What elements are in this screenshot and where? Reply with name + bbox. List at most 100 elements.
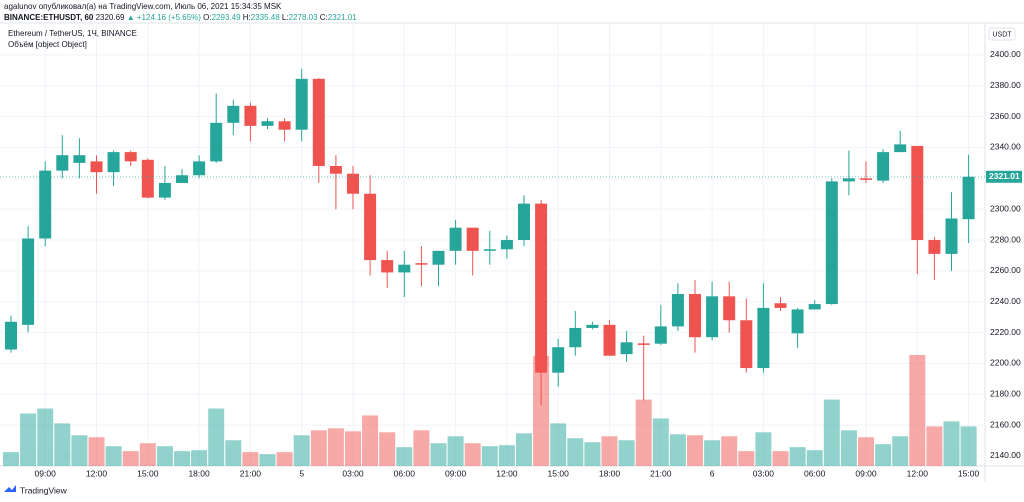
volume-bar [362,415,379,466]
volume-bar [840,430,857,466]
candle-body [825,181,838,305]
candle-body [90,161,103,173]
candle-body [740,320,753,369]
volume-bar [943,421,960,466]
candle-body [791,309,804,334]
candle-body [860,178,872,180]
candle-body [398,264,411,273]
y-tick-label: 2300.00 [990,203,1021,213]
candle-body [877,152,890,181]
candle-body [466,227,479,251]
volume-bar [191,450,208,466]
volume-title: Объём [object Object] [8,40,87,49]
brand: TradingView [20,485,68,495]
volume-bar [310,430,327,466]
candle-body [928,240,941,254]
volume-bar [379,432,396,466]
volume-bar [789,447,806,466]
candle-body [500,240,513,250]
y-tick-label: 2160.00 [990,419,1021,429]
y-tick-label: 2200.00 [990,358,1021,368]
candle-body [193,161,206,176]
y-tick-label: 2400.00 [990,49,1021,59]
candle-body [483,249,496,251]
candle-body [5,321,17,350]
quote-value: 2335.48 [251,13,280,22]
currency[interactable]: USDT [992,31,1012,38]
change: ▲ +124.16 (+5.65%) [127,13,202,22]
quote-label: L: [282,13,289,22]
volume-bar [550,423,567,466]
volume-bar [345,431,361,466]
candle-body [945,218,958,254]
candle-body [671,294,684,327]
candle-body [278,121,291,130]
x-tick-label: 15:00 [137,468,159,478]
candle-body [158,182,171,198]
volume-bar [806,450,823,466]
volume-bar [875,444,892,466]
candle-body [808,304,821,310]
x-tick-label: 09:00 [445,468,467,478]
y-tick-label: 2240.00 [990,296,1021,306]
candle-body [107,152,120,173]
volume-bar [960,426,977,466]
candle-body [723,296,736,321]
candle-body [261,121,274,126]
volume-bar [242,452,259,466]
publisher: agalunov опубликовал(а) на TradingView.c… [4,2,282,11]
candle-body [518,203,530,241]
volume-bar [37,408,54,466]
x-tick-label: 03:00 [342,468,364,478]
volume-bar [20,413,37,466]
candle-body [141,159,154,198]
volume-bar [635,399,652,466]
candle-body [654,326,667,344]
candle-body [552,347,565,373]
x-tick-label: 15:00 [958,468,980,478]
candle-body [295,78,308,130]
volume-layer [3,355,977,466]
quote-line: BINANCE:ETHUSDT, 60 2320.69 ▲ +124.16 (+… [4,13,357,22]
volume-bar [721,436,738,466]
axes: 2140.00 2160.00 2180.00 2200.00 2220.00 2240.… [0,49,1022,478]
candle-body [73,155,86,163]
volume-bar [122,451,139,466]
candle-body [603,324,616,356]
candle-body [689,294,701,338]
candle-body [894,144,907,153]
y-tick-label: 2220.00 [990,327,1021,337]
currency-box[interactable] [988,27,1016,41]
volume-bar [293,435,310,466]
y-tick-label: 2280.00 [990,234,1021,244]
quote-label: C: [320,13,328,22]
volume-bar [139,443,156,466]
candle-body [329,165,342,174]
volume-bar [823,399,840,466]
volume-bar [259,454,276,466]
candle-body [227,105,240,123]
volume-bar [738,451,755,466]
candle-body [637,343,650,345]
x-tick-label: 18:00 [188,468,210,478]
volume-bar [413,430,430,466]
quote-value: 2321.01 [328,13,357,22]
price: 2320.69 [96,13,125,22]
x-tick-label: 15:00 [548,468,570,478]
volume-bar [447,436,464,466]
x-tick-label: 12:00 [907,468,929,478]
candle-body [962,176,975,220]
x-tick-label: 21:00 [240,468,262,478]
candle-body [706,296,719,338]
candle-body [842,178,855,182]
x-tick-label: 6 [710,468,715,478]
candle-body [911,145,924,241]
volume-bar [54,423,71,466]
chart-title: Ethereum / TetherUS, 1Ч, BINANCE [8,29,137,38]
y-tick-label: 2140.00 [990,450,1021,460]
x-tick-label: 5 [299,468,304,478]
volume-bar [498,445,515,466]
y-tick-label: 2180.00 [990,389,1021,399]
candle-body [176,175,188,183]
candle-body [620,342,633,355]
